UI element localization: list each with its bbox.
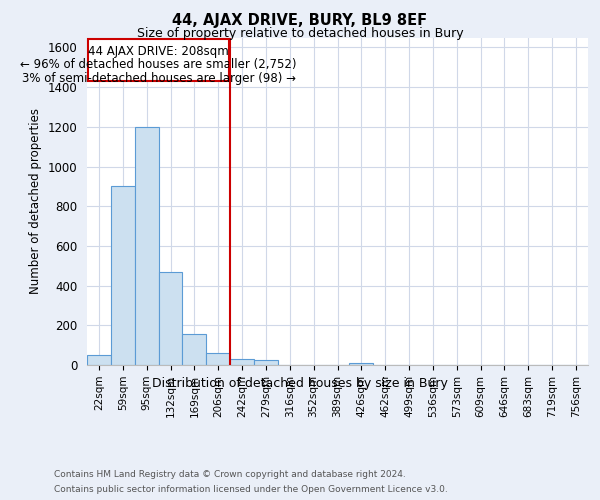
Text: Contains HM Land Registry data © Crown copyright and database right 2024.: Contains HM Land Registry data © Crown c… bbox=[54, 470, 406, 479]
Text: Size of property relative to detached houses in Bury: Size of property relative to detached ho… bbox=[137, 28, 463, 40]
Bar bbox=[111, 186, 135, 365]
Bar bbox=[182, 334, 206, 365]
Text: 3% of semi-detached houses are larger (98) →: 3% of semi-detached houses are larger (9… bbox=[22, 72, 296, 85]
Y-axis label: Number of detached properties: Number of detached properties bbox=[29, 108, 42, 294]
Bar bbox=[158, 272, 182, 365]
Bar bbox=[230, 359, 254, 365]
Text: 44, AJAX DRIVE, BURY, BL9 8EF: 44, AJAX DRIVE, BURY, BL9 8EF bbox=[172, 12, 428, 28]
Text: Contains public sector information licensed under the Open Government Licence v3: Contains public sector information licen… bbox=[54, 485, 448, 494]
Bar bbox=[206, 353, 230, 365]
Bar bbox=[254, 360, 278, 365]
Bar bbox=[349, 363, 373, 365]
Bar bbox=[87, 355, 111, 365]
Text: Distribution of detached houses by size in Bury: Distribution of detached houses by size … bbox=[152, 378, 448, 390]
Text: 44 AJAX DRIVE: 208sqm: 44 AJAX DRIVE: 208sqm bbox=[88, 45, 229, 58]
Bar bbox=[135, 127, 158, 365]
Text: ← 96% of detached houses are smaller (2,752): ← 96% of detached houses are smaller (2,… bbox=[20, 58, 297, 71]
FancyBboxPatch shape bbox=[88, 40, 229, 81]
